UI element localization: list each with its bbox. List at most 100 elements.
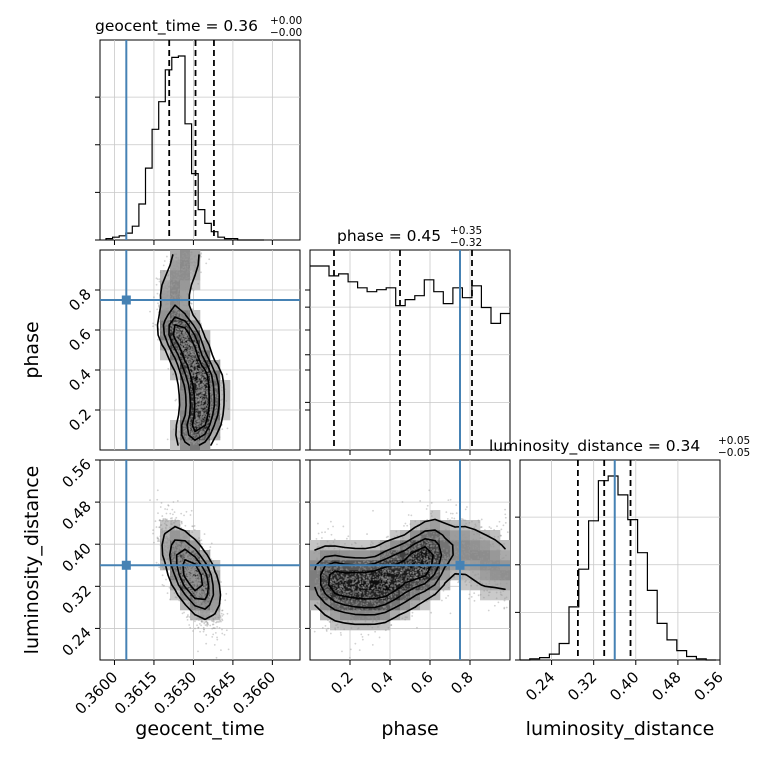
sample-point <box>198 406 201 409</box>
density-cell <box>160 540 171 551</box>
sample-point <box>183 424 185 426</box>
sample-point <box>183 261 186 264</box>
sample-point <box>191 400 194 403</box>
sample-point <box>201 378 204 381</box>
sample-point <box>189 342 192 344</box>
sample-point <box>195 401 198 404</box>
density-cell <box>190 310 201 321</box>
sample-point <box>198 409 200 412</box>
sample-point <box>198 375 201 377</box>
sample-point <box>188 428 191 431</box>
sample-point <box>198 579 200 581</box>
sample-point <box>196 348 199 351</box>
density-cell <box>180 350 191 361</box>
sample-point <box>198 376 201 379</box>
density-cell <box>190 540 201 551</box>
sample-point <box>189 595 192 598</box>
sample-point <box>190 415 193 418</box>
sample-point <box>170 281 173 284</box>
sample-point <box>194 381 197 384</box>
sample-point <box>193 360 196 363</box>
sample-point <box>173 294 175 297</box>
sample-point <box>175 335 178 338</box>
sample-point <box>189 343 192 346</box>
sample-point <box>197 549 200 552</box>
sample-point <box>189 254 192 256</box>
sample-point <box>167 273 170 276</box>
sample-point <box>214 601 217 604</box>
sample-point <box>203 371 205 374</box>
sample-point <box>183 322 185 325</box>
sample-point <box>185 342 188 345</box>
sample-point <box>184 259 187 261</box>
sample-point <box>171 373 174 376</box>
sample-point <box>167 291 169 294</box>
sample-point <box>200 396 203 399</box>
sample-point <box>166 308 169 310</box>
sample-point <box>186 416 188 418</box>
sample-point <box>194 359 196 362</box>
sample-point <box>206 389 209 392</box>
sample-point <box>197 391 200 393</box>
sample-point <box>203 391 205 394</box>
sample-point <box>183 363 186 366</box>
sample-point <box>199 403 201 406</box>
sample-point <box>196 423 198 426</box>
sample-point <box>169 276 172 279</box>
sample-point <box>202 621 204 623</box>
sample-point <box>207 441 210 444</box>
sample-point <box>195 415 197 417</box>
sample-point <box>171 508 174 511</box>
sample-point <box>210 382 213 385</box>
sample-point <box>161 332 164 335</box>
sample-point <box>194 357 197 360</box>
density-cell <box>200 430 211 441</box>
sample-point <box>183 351 186 354</box>
sample-point <box>164 296 167 299</box>
sample-point <box>181 301 184 304</box>
sample-point <box>203 584 206 586</box>
sample-point <box>209 385 212 387</box>
sample-point <box>203 413 206 416</box>
sample-point <box>188 269 191 272</box>
sample-point <box>195 391 198 394</box>
sample-point <box>156 292 159 295</box>
sample-point <box>182 254 185 257</box>
sample-point <box>197 367 200 370</box>
sample-point <box>181 387 184 390</box>
sample-point <box>196 343 198 346</box>
sample-point <box>165 295 168 297</box>
sample-point <box>200 252 203 255</box>
sample-point <box>166 332 169 335</box>
sample-point <box>199 389 202 392</box>
sample-point <box>197 398 200 401</box>
sample-point <box>174 333 177 335</box>
sample-point <box>200 397 203 399</box>
sample-point <box>182 557 185 559</box>
sample-point <box>187 321 190 324</box>
sample-point <box>205 391 208 394</box>
sample-point <box>206 370 209 373</box>
sample-point <box>183 329 186 332</box>
sample-point <box>190 358 192 361</box>
sample-point <box>165 332 167 335</box>
density-cell <box>420 530 431 541</box>
sample-point <box>201 590 204 593</box>
sample-point <box>204 412 207 415</box>
sample-point <box>202 400 205 403</box>
sample-point <box>191 591 193 594</box>
sample-point <box>205 598 208 601</box>
sample-point <box>192 362 195 365</box>
sample-point <box>181 532 184 535</box>
sample-point <box>193 374 196 377</box>
sample-point <box>178 326 181 329</box>
sample-point <box>203 381 205 384</box>
sample-point <box>176 344 178 347</box>
sample-point <box>166 303 168 306</box>
sample-point <box>219 377 221 380</box>
sample-point <box>199 397 202 400</box>
sample-point <box>207 417 210 420</box>
sample-point <box>220 399 222 402</box>
sample-point <box>199 399 202 402</box>
sample-point <box>215 656 218 659</box>
